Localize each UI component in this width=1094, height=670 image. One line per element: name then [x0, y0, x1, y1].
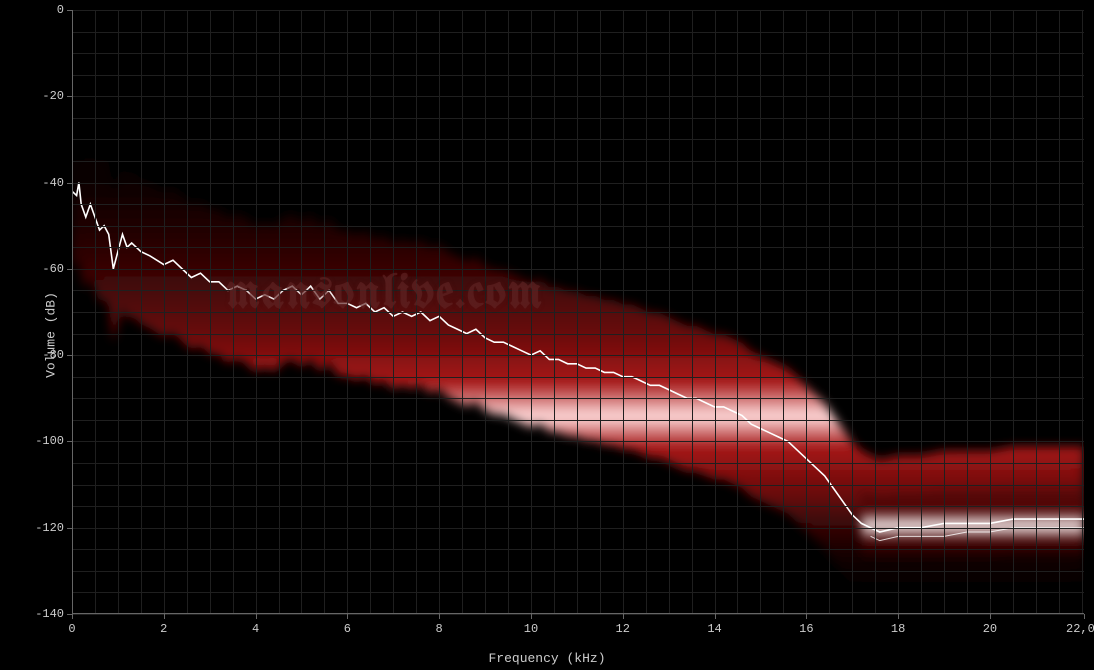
- grid-line-h: [72, 506, 1084, 507]
- axis-line: [72, 613, 1084, 614]
- grid-line-h: [72, 269, 1084, 270]
- grid-line-h: [72, 247, 1084, 248]
- grid-line-h: [72, 485, 1084, 486]
- grid-line-h: [72, 32, 1084, 33]
- x-tick-label: 22,05: [1066, 614, 1094, 636]
- grid-line-h: [72, 183, 1084, 184]
- axis-line: [72, 10, 73, 614]
- x-tick-mark: [164, 614, 165, 619]
- grid-line-h: [72, 398, 1084, 399]
- grid-line-h: [72, 571, 1084, 572]
- spectrum-chart: 0-20-40-60-80-100-120-140024681012141618…: [0, 0, 1094, 670]
- y-tick-mark: [67, 269, 72, 270]
- x-axis-label: Frequency (kHz): [488, 651, 605, 666]
- x-tick-mark: [439, 614, 440, 619]
- plot-area: 0-20-40-60-80-100-120-140024681012141618…: [72, 10, 1084, 614]
- grid-line-h: [72, 441, 1084, 442]
- grid-line-h: [72, 549, 1084, 550]
- grid-line-h: [72, 10, 1084, 11]
- grid-line-h: [72, 75, 1084, 76]
- y-tick-mark: [67, 528, 72, 529]
- grid-line-h: [72, 161, 1084, 162]
- x-tick-mark: [1084, 614, 1085, 619]
- grid-line-h: [72, 53, 1084, 54]
- grid-line-h: [72, 118, 1084, 119]
- x-tick-mark: [715, 614, 716, 619]
- grid-line-h: [72, 334, 1084, 335]
- y-tick-mark: [67, 96, 72, 97]
- x-tick-mark: [72, 614, 73, 619]
- grid-line-h: [72, 355, 1084, 356]
- x-tick-mark: [806, 614, 807, 619]
- grid-line-h: [72, 528, 1084, 529]
- x-tick-mark: [347, 614, 348, 619]
- grid-line-h: [72, 226, 1084, 227]
- grid-line-h: [72, 420, 1084, 421]
- grid-line-h: [72, 312, 1084, 313]
- y-axis-label: Volume (dB): [43, 292, 58, 378]
- grid-line-h: [72, 377, 1084, 378]
- x-tick-mark: [256, 614, 257, 619]
- grid-line-h: [72, 290, 1084, 291]
- x-tick-mark: [898, 614, 899, 619]
- grid-line-h: [72, 592, 1084, 593]
- y-tick-mark: [67, 10, 72, 11]
- grid-line-h: [72, 614, 1084, 615]
- y-tick-mark: [67, 355, 72, 356]
- grid-line-h: [72, 463, 1084, 464]
- grid-line-h: [72, 96, 1084, 97]
- x-tick-mark: [990, 614, 991, 619]
- grid-line-h: [72, 139, 1084, 140]
- y-tick-mark: [67, 183, 72, 184]
- y-tick-mark: [67, 441, 72, 442]
- grid-line-h: [72, 204, 1084, 205]
- x-tick-mark: [531, 614, 532, 619]
- x-tick-mark: [623, 614, 624, 619]
